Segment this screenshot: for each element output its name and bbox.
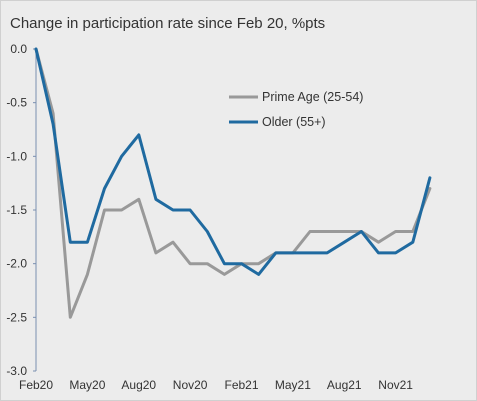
x-tick-label: Feb21	[224, 378, 258, 392]
x-tick-label: Feb20	[19, 378, 53, 392]
y-tick-label: -0.5	[6, 96, 27, 110]
series-line	[34, 47, 432, 276]
series-line	[34, 47, 432, 319]
y-tick-label: -2.0	[6, 257, 27, 271]
x-tick-label: Aug21	[327, 378, 362, 392]
chart-title: Change in participation rate since Feb 2…	[10, 15, 326, 32]
x-tick-label: Aug20	[121, 378, 156, 392]
x-tick-label: May21	[275, 378, 311, 392]
y-tick-label: 0.0	[10, 42, 27, 56]
y-tick-label: -2.5	[6, 310, 27, 324]
x-tick-label: Nov21	[378, 378, 413, 392]
y-tick-label: -1.5	[6, 203, 27, 217]
y-tick-label: -3.0	[6, 364, 27, 378]
y-tick-label: -1.0	[6, 149, 27, 163]
x-tick-label: May20	[69, 378, 105, 392]
x-tick-label: Nov20	[173, 378, 208, 392]
legend-label: Prime Age (25-54)	[262, 90, 363, 104]
legend-label: Older (55+)	[262, 115, 326, 129]
